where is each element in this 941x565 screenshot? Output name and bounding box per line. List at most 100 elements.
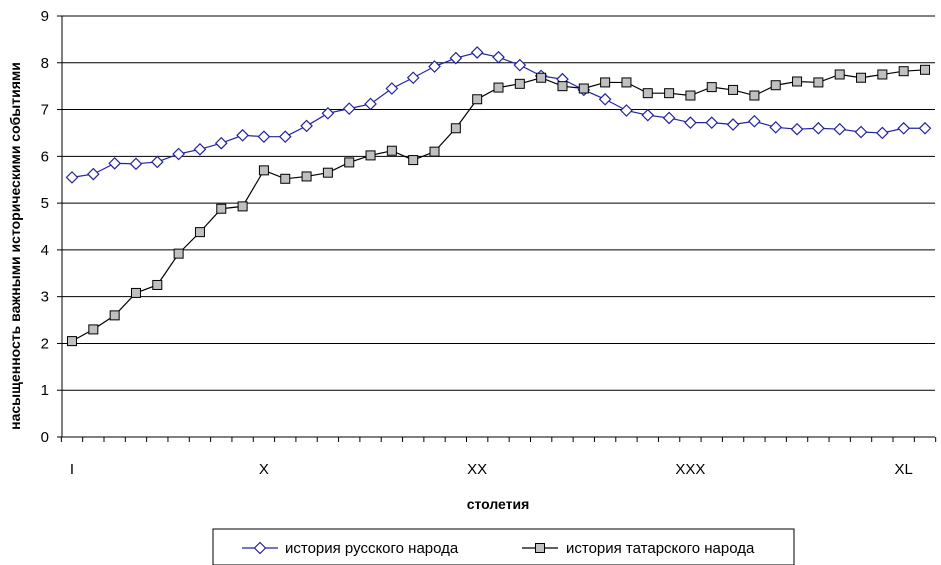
data-point [918,121,932,135]
data-point [408,155,419,166]
data-point [322,167,333,178]
data-point [88,324,99,335]
data-point [876,126,889,140]
legend-marker [253,541,267,555]
data-point [193,142,207,156]
data-point [406,71,420,85]
data-point [152,279,163,290]
y-tick-label: 3 [41,289,49,306]
data-point [386,145,397,156]
data-point [450,123,461,134]
data-point [726,118,740,131]
data-point [429,146,440,157]
data-point [642,88,653,99]
grid-lines [62,15,935,391]
data-point [621,77,632,88]
data-point [237,201,248,212]
y-tick-label: 4 [41,242,49,259]
series-0 [65,46,932,184]
data-point [385,82,399,95]
legend: история русского народа история татарско… [212,528,795,565]
series-line [71,51,925,178]
data-point [364,97,377,111]
data-point [833,122,847,136]
data-point [728,84,739,95]
data-point [470,46,484,59]
data-point [897,121,911,135]
data-point [194,227,205,238]
x-tick-label: XXX [675,461,705,478]
data-point [108,157,121,170]
y-axis-title: насыщенность важными историческими событ… [7,62,23,430]
data-point [920,64,930,75]
data-point [598,92,612,106]
data-point [492,50,505,64]
data-point [685,90,696,101]
data-point [449,51,463,65]
data-point [258,165,269,176]
y-tick-label: 5 [41,195,49,212]
axes [57,15,937,442]
data-point [365,150,376,161]
data-point [877,69,888,80]
x-tick-label: I [70,461,74,478]
data-point [854,125,868,139]
data-point [748,114,761,128]
data-point [536,72,547,83]
y-tick-label: 6 [41,148,49,165]
legend-swatch-tatar [522,543,558,553]
data-point [300,119,313,133]
data-point [792,76,803,87]
data-point [769,120,783,134]
data-point [664,88,675,99]
data-point [684,116,697,130]
data-point [472,94,483,105]
data-point [129,157,143,171]
x-tick-label: XL [894,461,912,478]
data-point [67,336,77,347]
y-tick-label: 1 [41,382,49,399]
data-point [109,310,120,321]
data-point [513,58,527,72]
y-tick-label: 9 [41,8,49,25]
y-tick-label: 0 [41,429,49,446]
data-point [172,147,185,161]
data-point [257,130,271,144]
legend-swatch-russian [242,541,278,555]
x-axis-title: столетия [467,496,530,512]
y-tick-label: 2 [41,335,49,352]
legend-marker [535,543,545,553]
data-point [749,90,760,101]
data-point [342,102,356,115]
data-point [173,248,184,259]
data-point [278,130,292,144]
data-point [65,171,79,184]
data-point [86,167,100,181]
data-point [600,77,611,88]
x-tick-label: XX [467,461,487,478]
legend-label-tatar: история татарского народа [566,540,755,557]
data-point [641,108,655,122]
data-point [321,106,335,120]
data-point [344,157,355,168]
data-point [216,203,227,214]
data-point [493,82,504,93]
data-point [705,116,719,130]
data-point [578,83,589,94]
data-point [856,72,867,83]
series-1 [67,64,930,347]
y-tick-label: 8 [41,55,49,72]
y-tick-label: 7 [41,102,49,119]
x-tick-label: X [259,461,269,478]
data-point [812,121,825,135]
data-point [770,80,781,91]
data-point [150,155,164,169]
data-point [236,128,249,142]
data-point [662,111,676,125]
data-point [301,171,312,182]
data-point [834,69,845,80]
legend-box [212,528,795,565]
data-point [813,77,824,88]
